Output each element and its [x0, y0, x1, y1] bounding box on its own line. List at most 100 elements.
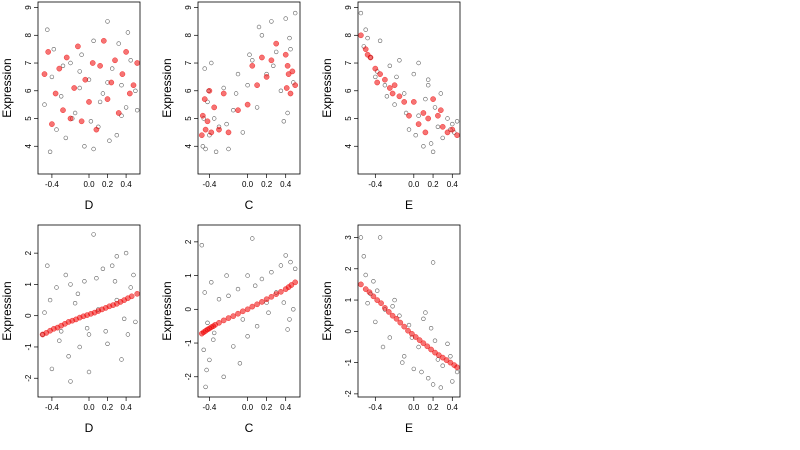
data-point-observed	[397, 58, 402, 63]
data-point-observed	[406, 322, 412, 328]
data-point-fitted	[285, 71, 292, 77]
data-point-fitted	[287, 90, 294, 97]
x-tick-label: -0.4	[368, 403, 382, 412]
data-point-observed	[63, 272, 69, 278]
data-point-observed	[114, 133, 120, 138]
data-point-fitted	[444, 129, 451, 136]
x-tick-label: 0.4	[280, 403, 292, 412]
data-point-observed	[365, 301, 370, 306]
data-point-observed	[358, 235, 364, 240]
data-point-fitted	[425, 115, 432, 122]
data-point-observed	[216, 297, 222, 302]
data-point-observed	[278, 88, 284, 94]
data-point-observed	[107, 138, 112, 143]
data-point-fitted	[401, 323, 408, 330]
data-point-fitted	[41, 71, 48, 77]
data-point-observed	[259, 276, 265, 282]
data-point-fitted	[216, 319, 222, 326]
data-point-fitted	[370, 293, 377, 300]
data-point-observed	[100, 266, 106, 271]
data-point-fitted	[278, 288, 284, 295]
data-point-observed	[201, 347, 206, 352]
data-point-observed	[58, 94, 64, 99]
chart-panel-4: -0.4 0.0 0.2 0.4 -2 -1 0 1 2 C Expression	[160, 224, 301, 435]
y-tick-label: 3	[344, 235, 353, 240]
data-point-observed	[387, 335, 392, 340]
data-point-observed	[42, 310, 47, 315]
data-point-observed	[266, 310, 271, 315]
data-point-observed	[131, 272, 136, 278]
data-point-observed	[363, 27, 368, 32]
data-point-observed	[91, 38, 96, 43]
data-point-fitted	[362, 286, 369, 292]
x-tick-label: 0.4	[447, 180, 459, 189]
data-point-fitted	[67, 115, 74, 122]
data-point-observed	[377, 235, 383, 240]
data-point-fitted	[362, 46, 369, 53]
series-observed	[199, 236, 298, 390]
data-point-fitted	[439, 123, 446, 130]
data-point-fitted	[397, 319, 404, 326]
x-axis-label: E	[405, 198, 413, 212]
data-point-observed	[105, 341, 110, 346]
data-point-fitted	[424, 343, 431, 350]
data-point-fitted	[89, 60, 96, 66]
data-point-fitted	[437, 107, 444, 114]
data-point-observed	[283, 253, 288, 258]
data-point-fitted	[254, 82, 260, 89]
data-point-fitted	[268, 293, 275, 300]
data-point-fitted	[225, 129, 232, 136]
data-point-observed	[426, 82, 431, 88]
data-point-fitted	[115, 110, 122, 116]
data-point-fitted	[220, 90, 227, 97]
y-tick-label: 4	[184, 143, 193, 148]
series-fitted	[41, 37, 141, 133]
chart-panel-1: -0.4 0.0 0.2 0.4 4 5 6 7 8 9 C Expression	[160, 1, 301, 212]
x-tick-label: 0.0	[408, 180, 420, 189]
data-point-observed	[213, 149, 219, 155]
data-point-fitted	[396, 93, 403, 100]
data-point-observed	[438, 91, 443, 96]
x-tick-label: -0.4	[203, 180, 217, 189]
data-point-observed	[373, 74, 378, 80]
x-tick-label: -0.4	[45, 403, 59, 412]
data-point-observed	[402, 91, 407, 96]
data-point-observed	[200, 144, 206, 149]
data-point-fitted	[235, 310, 241, 317]
x-tick-label: 0.2	[261, 180, 273, 189]
data-point-fitted	[410, 99, 417, 105]
y-tick-label: 1	[24, 282, 33, 287]
data-point-observed	[428, 326, 434, 331]
series-observed	[40, 232, 138, 384]
data-point-observed	[199, 243, 205, 248]
y-tick-label: 4	[344, 143, 353, 148]
data-point-fitted	[259, 54, 265, 61]
data-point-observed	[212, 116, 217, 121]
series-fitted	[198, 40, 299, 139]
data-point-observed	[291, 307, 296, 312]
x-axis-label: E	[405, 421, 413, 435]
data-point-fitted	[100, 37, 107, 44]
data-point-observed	[287, 317, 292, 322]
x-tick-label: 0.4	[447, 403, 459, 412]
data-point-observed	[423, 96, 428, 102]
data-point-fitted	[126, 90, 133, 97]
plot-frame	[357, 1, 461, 175]
data-point-fitted	[263, 74, 270, 80]
data-point-observed	[269, 270, 274, 275]
data-point-fitted	[52, 90, 59, 97]
data-point-observed	[450, 379, 455, 384]
data-point-observed	[72, 301, 78, 306]
y-tick-label: 6	[24, 88, 33, 93]
data-point-observed	[207, 357, 212, 363]
data-point-observed	[97, 99, 103, 105]
data-point-fitted	[283, 85, 290, 91]
data-point-observed	[205, 99, 210, 105]
series-observed	[42, 19, 140, 155]
data-point-observed	[387, 63, 392, 69]
data-point-observed	[438, 385, 443, 390]
data-point-observed	[254, 105, 260, 110]
data-point-fitted	[60, 107, 66, 114]
y-tick-label: -1	[24, 343, 33, 351]
data-point-observed	[63, 135, 69, 141]
